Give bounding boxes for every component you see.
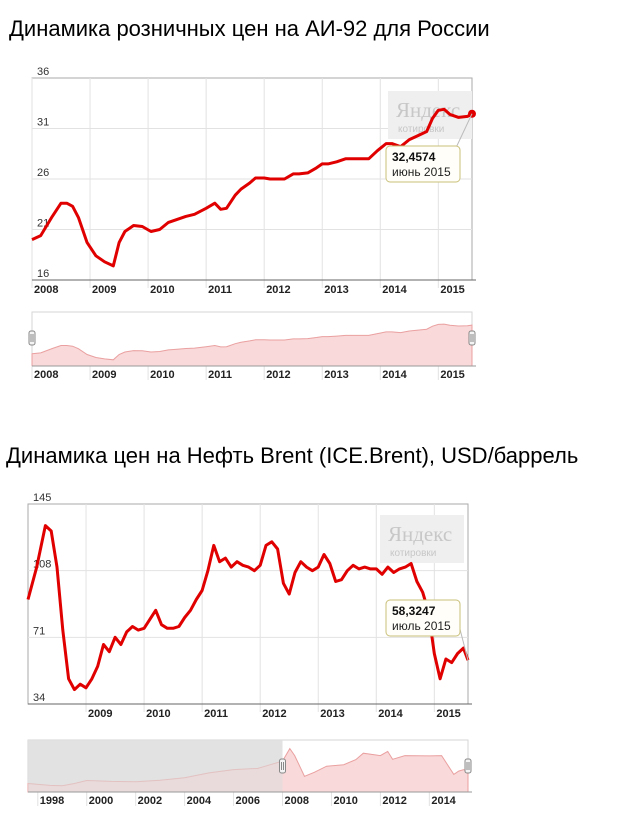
navigator-right-handle[interactable] xyxy=(468,330,476,346)
x-tick-label: 2009 xyxy=(92,284,116,296)
y-tick-label: 31 xyxy=(37,117,49,129)
tooltip-value: 58,3247 xyxy=(392,604,436,618)
series-line xyxy=(31,107,473,268)
navigator-tick-label: 2012 xyxy=(266,369,290,381)
navigator-unselected-overlay xyxy=(28,740,283,792)
y-tick-label: 16 xyxy=(37,268,49,280)
navigator-area xyxy=(31,323,473,367)
navigator-left-handle[interactable] xyxy=(279,758,287,774)
logo-background xyxy=(380,515,464,563)
handle-grip[interactable] xyxy=(464,758,472,774)
tooltip-box xyxy=(385,145,461,183)
chart2: 2009 2010 2011 2012 2013 2014 20153471108145Ян… xyxy=(26,492,472,720)
x-tick-label: 2013 xyxy=(324,284,348,296)
x-tick-label: 2011 xyxy=(204,708,228,720)
navigator-tick-label: 2014 xyxy=(382,369,407,381)
navigator-tick-label: 2008 xyxy=(285,795,309,807)
x-tick-label: 2011 xyxy=(208,284,232,296)
navigator-tick-label: 2000 xyxy=(89,795,113,807)
handle-grip[interactable] xyxy=(279,758,287,774)
tooltip-date: июль 2015 xyxy=(392,619,451,633)
handle-grip[interactable] xyxy=(28,330,36,346)
yandex-logo: Яндекс котировки xyxy=(380,515,464,563)
x-tick-label: 2013 xyxy=(320,708,344,720)
x-tick-label: 2010 xyxy=(150,284,174,296)
navigator-tick-label: 2011 xyxy=(208,369,232,381)
navigator-tick-label: 2009 xyxy=(92,369,116,381)
y-tick-label: 36 xyxy=(37,66,49,78)
navigator-tick-label: 2015 xyxy=(440,369,464,381)
logo-subtitle: котировки xyxy=(398,124,444,135)
handle-grip[interactable] xyxy=(468,330,476,346)
navigator-right-handle[interactable] xyxy=(464,758,472,774)
tooltip-box xyxy=(385,599,461,637)
chart2-navigator[interactable]: 1998 2000 2002 2004 2006 2008 2010 2012 2014 xyxy=(27,739,472,807)
navigator-tick-label: 1998 xyxy=(40,795,64,807)
x-tick-label: 2015 xyxy=(440,284,464,296)
x-tick-label: 2012 xyxy=(262,708,286,720)
y-tick-label: 34 xyxy=(33,692,45,704)
logo-background xyxy=(388,91,472,139)
navigator-tick-label: 2004 xyxy=(187,795,212,807)
navigator-tick-label: 2010 xyxy=(333,795,357,807)
logo-brand: Яндекс xyxy=(396,98,460,122)
x-tick-label: 2014 xyxy=(378,708,403,720)
chart1-navigator[interactable]: 2008 2009 2010 2011 2012 2013 2014 2015 xyxy=(28,311,476,381)
navigator-tick-label: 2010 xyxy=(150,369,174,381)
navigator-tick-label: 2013 xyxy=(324,369,348,381)
chart1: 2008 2009 2010 2011 2012 2013 2014 201516212631… xyxy=(31,66,476,296)
x-tick-label: 2009 xyxy=(88,708,112,720)
x-tick-label: 2015 xyxy=(436,708,460,720)
y-tick-label: 145 xyxy=(33,492,51,504)
chart2-title: Динамика цен на Нефть Brent (ICE.Brent),… xyxy=(6,443,579,468)
chart1-title: Динамика розничных цен на АИ-92 для Росс… xyxy=(9,16,490,41)
x-tick-label: 2014 xyxy=(382,284,407,296)
series-line xyxy=(26,524,470,692)
navigator-tick-label: 2014 xyxy=(431,795,456,807)
logo-brand: Яндекс xyxy=(388,522,452,546)
navigator-left-handle[interactable] xyxy=(28,330,36,346)
y-tick-label: 71 xyxy=(33,625,45,637)
logo-subtitle: котировки xyxy=(390,548,436,559)
tooltip-date: июнь 2015 xyxy=(392,165,451,179)
x-tick-label: 2010 xyxy=(146,708,170,720)
navigator-tick-label: 2006 xyxy=(236,795,260,807)
y-tick-label: 26 xyxy=(37,167,49,179)
tooltip-value: 32,4574 xyxy=(392,150,436,164)
navigator-tick-label: 2002 xyxy=(138,795,162,807)
x-tick-label: 2008 xyxy=(34,284,58,296)
navigator-tick-label: 2012 xyxy=(382,795,406,807)
x-tick-label: 2012 xyxy=(266,284,290,296)
navigator-tick-label: 2008 xyxy=(34,369,58,381)
yandex-logo: Яндекс котировки xyxy=(388,91,472,139)
